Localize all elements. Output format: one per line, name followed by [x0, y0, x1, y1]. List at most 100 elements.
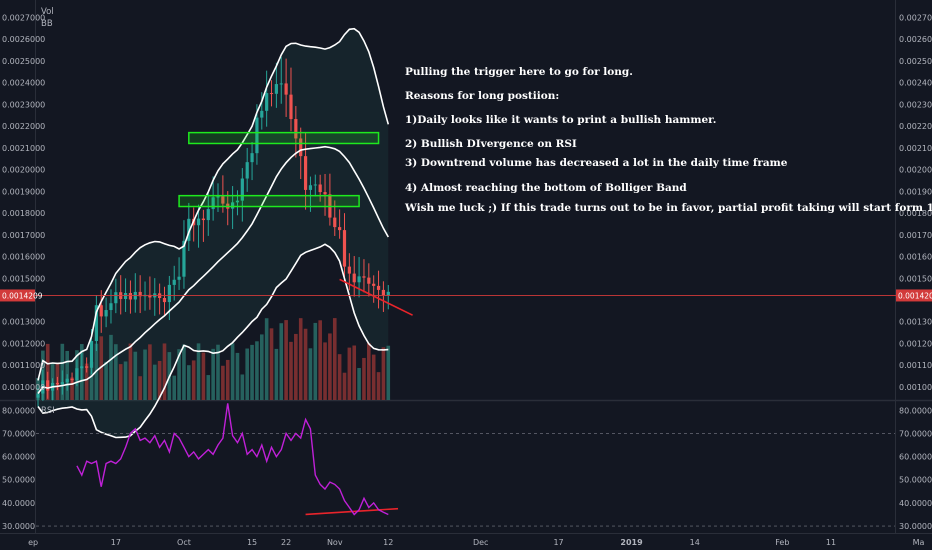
price-tick-right: 0.0019000	[899, 187, 932, 196]
volume-bar	[206, 375, 211, 400]
candle-body	[182, 240, 186, 277]
x-tick-label: ep	[28, 538, 38, 547]
price-tick-left: 0.0021000	[2, 144, 45, 153]
candle-body	[167, 284, 171, 303]
annotation-line-6: 4) Almost reaching the bottom of Bollige…	[405, 182, 687, 194]
candle-body	[381, 289, 386, 296]
price-tick-left: 0.0026000	[2, 35, 45, 44]
candle-body	[128, 292, 133, 300]
support-box	[188, 131, 380, 145]
volume-bar	[143, 349, 147, 400]
rsi-tick-right: 80.0000	[899, 406, 932, 415]
candle-body	[357, 276, 361, 283]
price-tick-right: 0.0013000	[899, 318, 932, 327]
candle-body	[308, 185, 313, 190]
volume-bar	[109, 334, 113, 400]
volume-bar	[318, 320, 322, 400]
candle-body	[123, 292, 128, 300]
candle-body	[36, 393, 40, 398]
price-tick-right: 0.0023000	[899, 100, 932, 109]
rsi-tick-left: 60.0000	[2, 453, 35, 462]
rsi-tick-right: 40.0000	[899, 499, 932, 508]
candle-body	[162, 298, 167, 303]
volume-bar	[342, 372, 347, 400]
candle-body	[172, 279, 176, 285]
candle-body	[70, 378, 74, 381]
candle-body	[255, 117, 259, 154]
volume-bar	[308, 348, 313, 400]
x-tick-label: 15	[247, 538, 257, 547]
volume-bar	[274, 348, 279, 400]
volume-bar	[347, 347, 352, 400]
volume-bar	[177, 349, 181, 400]
x-tick-label: 12	[383, 538, 393, 547]
candle-body	[318, 184, 322, 193]
volume-bar	[216, 344, 220, 400]
rsi-tick-right: 60.0000	[899, 453, 932, 462]
candle-body	[231, 202, 235, 209]
rsi-line	[76, 403, 389, 516]
volume-bar	[89, 361, 94, 400]
volume-bar	[279, 323, 284, 400]
rsi-tick-left: 50.0000	[2, 476, 35, 485]
price-tick-left: 0.0025000	[2, 57, 45, 66]
volume-bar	[128, 343, 133, 400]
candle-body	[85, 366, 89, 368]
candle-body	[303, 156, 308, 190]
rsi-tick-left: 80.0000	[2, 406, 35, 415]
volume-bar	[157, 360, 162, 400]
volume-bar	[255, 341, 259, 400]
price-tick-right: 0.0012000	[899, 339, 932, 348]
x-tick-label: 22	[281, 538, 291, 547]
price-tick-left: 0.0019000	[2, 187, 45, 196]
candle-body	[274, 84, 278, 94]
rsi-tick-right: 50.0000	[899, 476, 932, 485]
candle-body	[104, 310, 108, 317]
volume-bar	[230, 343, 235, 400]
volume-bar	[84, 363, 89, 400]
volume-bar	[264, 318, 269, 400]
volume-bar	[269, 328, 274, 400]
candle-body	[313, 184, 317, 186]
price-tick-right: 0.0020000	[899, 166, 932, 175]
current-price-label-left: 0.0014209	[2, 291, 43, 300]
volume-bar	[332, 318, 337, 400]
volume-bar	[367, 343, 371, 400]
candle-body	[376, 285, 381, 290]
x-tick-label: 11	[826, 538, 836, 547]
price-tick-right: 0.0025000	[899, 57, 932, 66]
volume-bar	[289, 341, 293, 400]
annotation-line-2: Reasons for long postiion:	[405, 90, 559, 102]
candle-body	[240, 178, 244, 201]
price-tick-left: 0.0012000	[2, 339, 45, 348]
rsi-tick-left: 40.0000	[2, 499, 35, 508]
candle-body	[75, 368, 79, 381]
volume-bar	[381, 347, 386, 400]
x-tick-label: Ma	[913, 538, 925, 547]
candle-body	[211, 197, 215, 210]
candle-body	[187, 218, 191, 241]
volume-bar	[250, 344, 254, 400]
price-tick-right: 0.0026000	[899, 35, 932, 44]
volume-bar	[362, 357, 366, 400]
price-tick-left: 0.0024000	[2, 79, 45, 88]
x-tick-label: 14	[690, 538, 700, 547]
volume-bar	[152, 364, 157, 400]
candle-body	[138, 291, 142, 297]
candle-body	[201, 218, 206, 221]
current-price-tag-right	[896, 289, 932, 302]
x-tick-label: Feb	[775, 538, 789, 547]
volume-bar	[138, 376, 142, 400]
rsi-tick-left: 30.0000	[2, 522, 35, 531]
candle-body	[60, 382, 64, 385]
x-tick-label: Nov	[327, 538, 343, 547]
volume-bar	[245, 348, 249, 400]
candle-body	[352, 273, 356, 283]
candle-body	[80, 366, 84, 369]
price-tick-right: 0.0024000	[899, 79, 932, 88]
price-tick-left: 0.0013000	[2, 318, 45, 327]
volume-bar	[187, 365, 191, 400]
candle-body	[235, 200, 240, 203]
annotation-line-1: Pulling the trigger here to go for long.	[405, 66, 633, 78]
volume-bar	[376, 372, 381, 400]
